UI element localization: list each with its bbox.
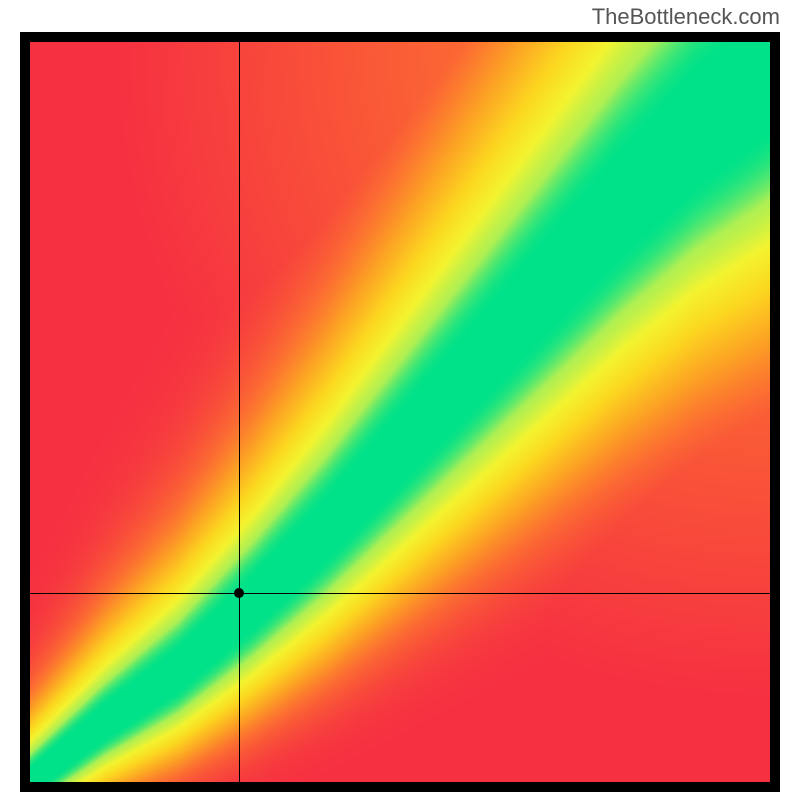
bottleneck-heatmap <box>30 42 770 782</box>
marker-dot <box>234 588 244 598</box>
plot-outer-frame <box>20 32 780 792</box>
crosshair-vertical <box>239 42 240 782</box>
watermark-text: TheBottleneck.com <box>592 4 780 30</box>
crosshair-horizontal <box>30 593 770 594</box>
root-container: TheBottleneck.com <box>0 0 800 800</box>
